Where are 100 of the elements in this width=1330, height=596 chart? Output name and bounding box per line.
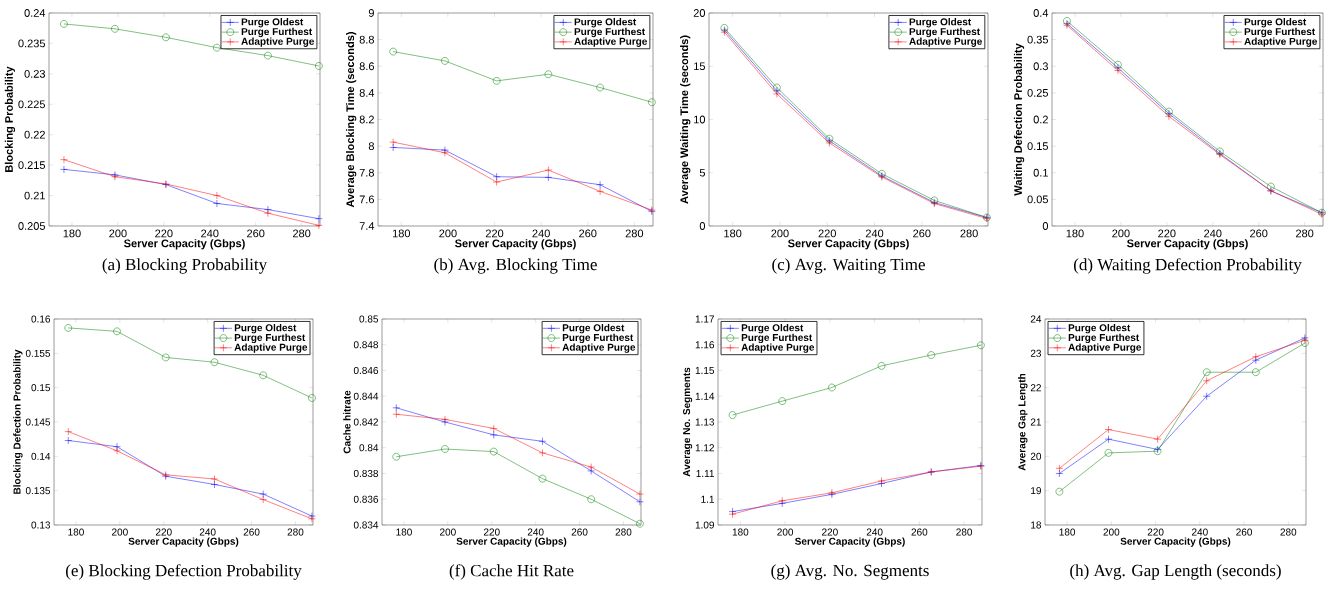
- x-axis-title: Server Capacity (Gbps): [124, 239, 245, 250]
- x-tick-label: 220: [1147, 528, 1164, 536]
- x-tick-label: 240: [532, 229, 550, 238]
- y-tick-label: 1.13: [695, 418, 715, 426]
- x-tick-label: 180: [396, 528, 412, 536]
- legend-label: Purge Oldest: [562, 323, 625, 334]
- legend-label: Adaptive Purge: [234, 343, 308, 353]
- x-tick-label: 220: [483, 528, 500, 536]
- y-tick-label: 10: [694, 115, 706, 124]
- legend-label: Adaptive Purge: [741, 343, 815, 353]
- x-axis-title: Server Capacity (Gbps): [455, 239, 576, 250]
- legend-label: Purge Furthest: [1068, 333, 1140, 344]
- legend-label: Purge Furthest: [909, 27, 980, 38]
- legend-label: Purge Oldest: [909, 18, 972, 28]
- x-tick-label: 200: [777, 528, 794, 536]
- y-tick-label: 0.22: [24, 130, 45, 139]
- y-axis-title: Average Gap Length: [1018, 373, 1028, 471]
- text: (c) Avg. Waiting Time: [772, 258, 925, 274]
- y-tick-label: 1.16: [695, 341, 715, 349]
- x-tick-label: 180: [1066, 229, 1084, 238]
- x-tick-label: 240: [1204, 229, 1222, 238]
- y-tick-label: 0.838: [353, 469, 379, 478]
- y-tick-label: 21: [1030, 418, 1041, 426]
- legend-label: Adaptive Purge: [909, 37, 982, 47]
- x-tick-label: 200: [439, 229, 457, 238]
- legend-label: Purge Oldest: [241, 18, 304, 28]
- text: (b) Avg. Blocking Time: [434, 258, 597, 274]
- y-tick-label: 0.135: [25, 487, 51, 495]
- y-tick-label: 1.14: [695, 392, 715, 400]
- legend-label: Purge Oldest: [1068, 323, 1131, 334]
- y-axis-title: Cache hitrate: [343, 390, 351, 454]
- y-tick-label: 0.834: [353, 521, 379, 529]
- x-tick-label: 280: [615, 528, 632, 536]
- y-tick-label: 1.12: [695, 444, 714, 452]
- y-tick-label: 0.225: [18, 100, 46, 109]
- y-axis-title: Blocking Probability: [4, 66, 16, 172]
- x-tick-label: 260: [1250, 229, 1268, 238]
- legend-label: Adaptive Purge: [1068, 343, 1142, 353]
- y-tick-label: 0.844: [353, 392, 379, 400]
- x-tick-label: 180: [732, 528, 749, 536]
- y-tick-label: 0.848: [353, 341, 379, 349]
- x-tick-label: 260: [247, 229, 265, 238]
- x-tick-label: 220: [485, 229, 504, 238]
- x-tick-label: 180: [392, 229, 411, 238]
- x-tick-label: 280: [625, 229, 644, 238]
- y-tick-label: 0.14: [31, 452, 51, 460]
- y-axis-title: Average Waiting Time (seconds): [680, 35, 691, 204]
- y-tick-label: 1.11: [696, 470, 714, 477]
- x-tick-label: 260: [243, 528, 260, 536]
- legend-label: Purge Oldest: [1244, 18, 1307, 28]
- x-tick-label: 180: [68, 528, 84, 536]
- x-tick-label: 200: [1103, 528, 1120, 536]
- y-tick-label: 7.4: [359, 222, 375, 230]
- x-tick-label: 220: [1158, 229, 1176, 238]
- y-tick-label: 0.4: [1033, 9, 1049, 17]
- x-axis-title: Server Capacity (Gbps): [456, 537, 567, 547]
- x-tick-label: 240: [866, 528, 883, 536]
- y-tick-label: 7.8: [359, 168, 374, 177]
- x-tick-label: 280: [1296, 229, 1314, 238]
- y-tick-label: 1.09: [695, 521, 715, 529]
- y-tick-label: 0.24: [24, 9, 46, 17]
- text: (a) Blocking Probability: [102, 258, 268, 274]
- x-tick-label: 240: [865, 229, 884, 238]
- y-tick-label: 23: [1030, 349, 1042, 357]
- x-tick-label: 260: [571, 528, 588, 536]
- y-tick-label: 0.1: [1033, 168, 1048, 177]
- x-tick-label: 280: [287, 528, 304, 536]
- x-tick-label: 220: [822, 528, 838, 536]
- y-tick-label: 0.215: [18, 161, 46, 170]
- y-tick-label: 0.842: [353, 418, 378, 426]
- x-tick-label: 200: [109, 229, 127, 238]
- y-tick-label: 0.13: [31, 521, 51, 529]
- legend-label: Purge Oldest: [574, 18, 637, 28]
- y-tick-label: 0.84: [359, 444, 379, 452]
- x-tick-label: 200: [771, 229, 789, 238]
- x-tick-label: 240: [1191, 528, 1208, 536]
- x-tick-label: 240: [201, 229, 219, 238]
- y-tick-label: 0.3: [1033, 62, 1048, 71]
- x-tick-label: 220: [155, 229, 173, 238]
- x-axis-title: Server Capacity (Gbps): [787, 239, 909, 250]
- y-tick-label: 0.846: [353, 366, 379, 375]
- y-tick-label: 0.21: [24, 191, 45, 200]
- y-tick-label: 0.23: [24, 69, 45, 78]
- y-tick-label: 1.15: [695, 367, 715, 374]
- y-tick-label: 8.8: [359, 35, 374, 44]
- y-tick-label: 0.15: [31, 384, 51, 392]
- legend-label: Purge Furthest: [574, 27, 645, 38]
- legend-label: Adaptive Purge: [241, 37, 315, 47]
- y-tick-label: 0: [1042, 222, 1049, 230]
- legend-label: Purge Furthest: [1244, 27, 1316, 38]
- y-tick-label: 22: [1030, 384, 1041, 392]
- x-tick-label: 280: [293, 229, 311, 238]
- y-tick-label: 0.85: [359, 315, 379, 323]
- x-tick-label: 200: [112, 528, 128, 536]
- y-tick-label: 0.205: [18, 222, 46, 230]
- y-tick-label: 0.16: [31, 315, 51, 323]
- y-tick-label: 0.05: [1027, 195, 1048, 204]
- y-tick-label: 0.15: [1027, 142, 1048, 151]
- text: (g) Avg. No. Segments: [771, 564, 929, 580]
- x-tick-label: 240: [527, 528, 544, 536]
